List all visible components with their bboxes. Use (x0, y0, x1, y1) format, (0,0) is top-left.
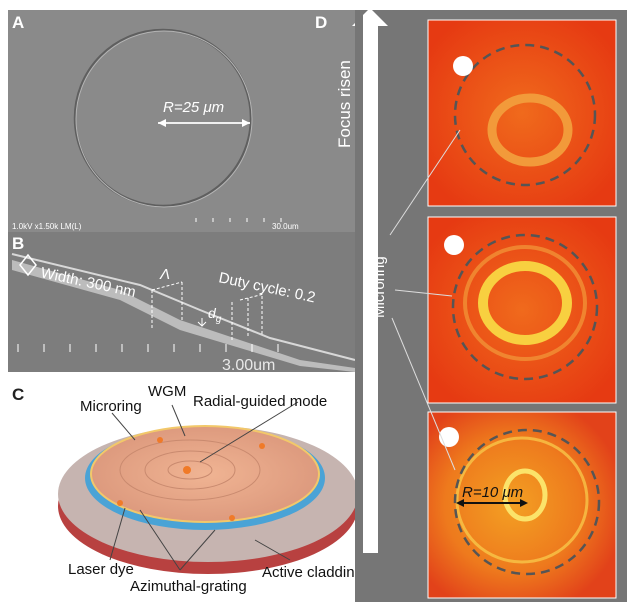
image-1 (428, 20, 616, 206)
arrow-label: Focus risen (335, 60, 354, 148)
figure: A R=25 μm 1.0kV x1.50k LM(L) 30.0um B Wi… (0, 0, 635, 603)
c-label: Active cladding (262, 564, 363, 581)
scale: 3.00um (222, 357, 275, 374)
dot (444, 235, 464, 255)
radius-label: R=25 μm (163, 99, 224, 116)
pointer-label: Microring (371, 256, 388, 318)
scale: 30.0um (272, 222, 299, 231)
sem-info: 1.0kV x1.50k LM(L) (12, 222, 82, 231)
dot (453, 56, 473, 76)
c-label: Azimuthal-grating (130, 578, 247, 595)
sem-a (8, 10, 355, 232)
radius-label: R=10 μm (462, 484, 523, 501)
c-label: Laser dye (68, 561, 134, 578)
dot (439, 427, 459, 447)
panel-label: A (12, 13, 24, 32)
panel-label: B (12, 234, 24, 253)
c-label: Microring (80, 398, 142, 415)
c-label: Radial-guided mode (193, 393, 327, 410)
gap (355, 10, 363, 602)
panel-label: D (315, 13, 327, 32)
c-label: WGM (148, 383, 186, 400)
panel-label: C (12, 385, 24, 404)
period-label: Λ (159, 266, 170, 283)
